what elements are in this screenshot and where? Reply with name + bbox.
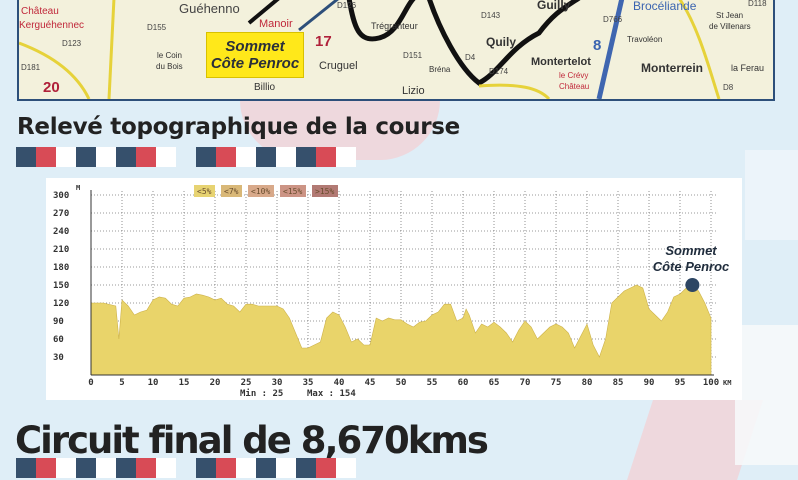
road-label: D118: [748, 0, 767, 8]
tricolor-divider: [16, 147, 356, 167]
map-number: 8: [593, 37, 602, 54]
map-label: St Jean: [716, 11, 744, 20]
y-axis-label: M: [76, 184, 80, 192]
legend-label: <7%: [224, 187, 239, 196]
x-tick-label: 45: [365, 378, 376, 388]
annotation-line1: Sommet: [665, 243, 717, 258]
legend-swatch: [221, 185, 242, 197]
y-tick-label: 30: [53, 353, 64, 363]
sommet-label-box: Sommet Côte Penroc: [206, 32, 304, 78]
sommet-label-line2: Côte Penroc: [210, 55, 300, 72]
road-label: D143: [481, 11, 501, 20]
y-tick-label: 270: [53, 209, 69, 219]
x-tick-label: 60: [458, 378, 469, 388]
map-label: la Ferau: [731, 63, 765, 73]
road-label: D123: [62, 39, 82, 48]
map-label: du Bois: [156, 62, 183, 71]
map-label: Montertelot: [531, 56, 591, 68]
map-label: le Coin: [157, 51, 182, 60]
x-tick-label: 20: [210, 378, 221, 388]
road-label: D174: [489, 67, 509, 76]
map-label: Guilly: [537, 0, 571, 12]
y-tick-label: 300: [53, 191, 69, 201]
legend-label: <15%: [283, 187, 302, 196]
road-label: D181: [21, 63, 41, 72]
map-label: Trégranteur: [371, 21, 418, 31]
sommet-label-line1: Sommet: [225, 38, 285, 55]
map-label: Quily: [486, 35, 517, 49]
x-tick-label: 15: [179, 378, 190, 388]
x-tick-label: 90: [644, 378, 655, 388]
map-label: Kerguéhennec: [19, 20, 85, 31]
map-number: 20: [43, 79, 60, 96]
x-axis-label: KM: [723, 379, 731, 387]
x-tick-label: 85: [613, 378, 624, 388]
road-label: D4: [465, 53, 476, 62]
map-label: Château: [21, 6, 59, 17]
x-tick-label: 55: [427, 378, 438, 388]
map-label: Manoir: [259, 18, 293, 30]
background-decoration: [745, 150, 798, 240]
map-label: Cruguel: [319, 60, 358, 72]
road-label: D766: [603, 15, 623, 24]
legend-label: <10%: [251, 187, 270, 196]
x-tick-label: 0: [88, 378, 93, 388]
legend-swatch: [248, 185, 274, 197]
x-tick-label: 25: [241, 378, 252, 388]
min-elevation-label: Min : 25: [240, 388, 283, 399]
map-label: de Villenars: [709, 22, 751, 31]
summit-marker: [685, 278, 700, 292]
background-decoration: [735, 325, 798, 465]
map-label: Travoléon: [627, 35, 663, 44]
elevation-profile-chart: 0 5 10 15 20 25 30 35 40 45 50 55 60 65 70 75 80 85 90 95 10…: [46, 178, 742, 400]
map-roads: [19, 0, 721, 99]
max-elevation-label: Max : 154: [307, 389, 356, 399]
x-tick-label: 50: [396, 378, 407, 388]
elevation-area: [90, 284, 712, 376]
map-label: Guéhenno: [179, 1, 240, 16]
x-tick-label: 95: [675, 378, 686, 388]
road-label: D151: [403, 51, 423, 60]
section-title-circuit: Circuit final de 8,670kms: [15, 419, 489, 462]
road-label: D8: [723, 83, 734, 92]
x-tick-label: 40: [334, 378, 345, 388]
y-tick-label: 210: [53, 245, 69, 255]
legend-label: <5%: [197, 187, 212, 196]
map-label: Billio: [254, 82, 276, 93]
y-tick-label: 150: [53, 281, 69, 291]
x-tick-label: 35: [303, 378, 314, 388]
y-tick-label: 90: [53, 317, 64, 327]
map-label: Brocéliande: [633, 0, 697, 13]
road-label: D155: [147, 23, 167, 32]
x-tick-label: 65: [489, 378, 500, 388]
x-tick-label: 70: [520, 378, 531, 388]
x-tick-label: 100: [703, 378, 719, 388]
map-number: 17: [315, 33, 332, 50]
section-title-topography: Relevé topographique de la course: [17, 114, 460, 140]
map-label: Château: [559, 82, 590, 91]
x-tick-label: 5: [119, 378, 124, 388]
map-label: Bréna: [429, 65, 451, 74]
y-tick-label: 180: [53, 263, 69, 273]
legend-swatch: [312, 185, 338, 197]
x-tick-label: 10: [148, 378, 159, 388]
x-tick-label: 30: [272, 378, 283, 388]
map-label: Monterrein: [641, 61, 704, 75]
legend-swatch: [280, 185, 306, 197]
y-tick-label: 120: [53, 299, 69, 309]
tricolor-divider: [16, 458, 356, 478]
y-tick-label: 240: [53, 227, 69, 237]
map-label: Lizio: [402, 85, 425, 97]
route-map: Château Kerguéhennec Guéhenno Manoir le …: [17, 0, 775, 101]
x-tick-label: 75: [551, 378, 562, 388]
map-label: le Crévy: [559, 71, 589, 80]
x-tick-label: 80: [582, 378, 593, 388]
annotation-line2: Côte Penroc: [653, 259, 730, 274]
elevation-chart-svg: 0 5 10 15 20 25 30 35 40 45 50 55 60 65 70 75 80 85 90 95 10…: [53, 184, 731, 399]
road-label: D126: [337, 1, 357, 10]
legend-swatch: [194, 185, 215, 197]
legend-label: >15%: [315, 187, 334, 196]
y-tick-label: 60: [53, 335, 64, 345]
